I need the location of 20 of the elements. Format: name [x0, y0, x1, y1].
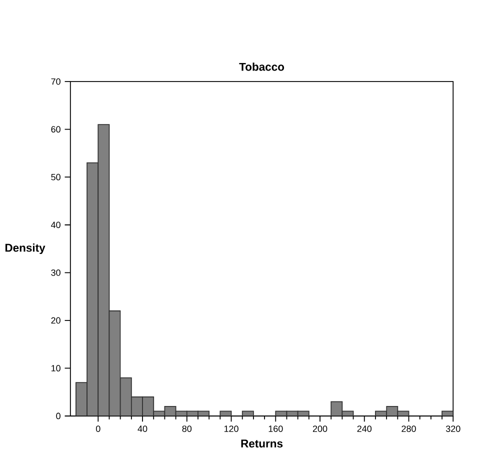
- x-tick-label: 200: [312, 425, 328, 432]
- y-tick-label: 40: [51, 222, 60, 228]
- y-tick-label: 60: [51, 126, 60, 132]
- y-tick-label: 10: [51, 364, 60, 372]
- x-axis-title: Returns: [241, 440, 283, 448]
- x-tick-label: 160: [268, 425, 283, 432]
- y-tick-label: 0: [56, 412, 60, 420]
- x-tick-label: 280: [402, 425, 416, 432]
- x-tick-label: 40: [138, 425, 148, 432]
- y-tick-label: 50: [51, 174, 60, 180]
- y-tick-label: 70: [51, 78, 60, 85]
- x-tick-label: 0: [96, 425, 100, 432]
- x-tick-label: 240: [357, 425, 372, 432]
- chart-title: Tobacco: [239, 62, 284, 71]
- x-tick-label: 320: [446, 425, 460, 432]
- y-axis-title: Density: [5, 243, 46, 254]
- x-tick-label: 80: [182, 425, 192, 432]
- y-tick-label: 20: [51, 317, 60, 324]
- x-tick-label: 120: [224, 425, 238, 432]
- y-tick-label: 30: [51, 269, 60, 276]
